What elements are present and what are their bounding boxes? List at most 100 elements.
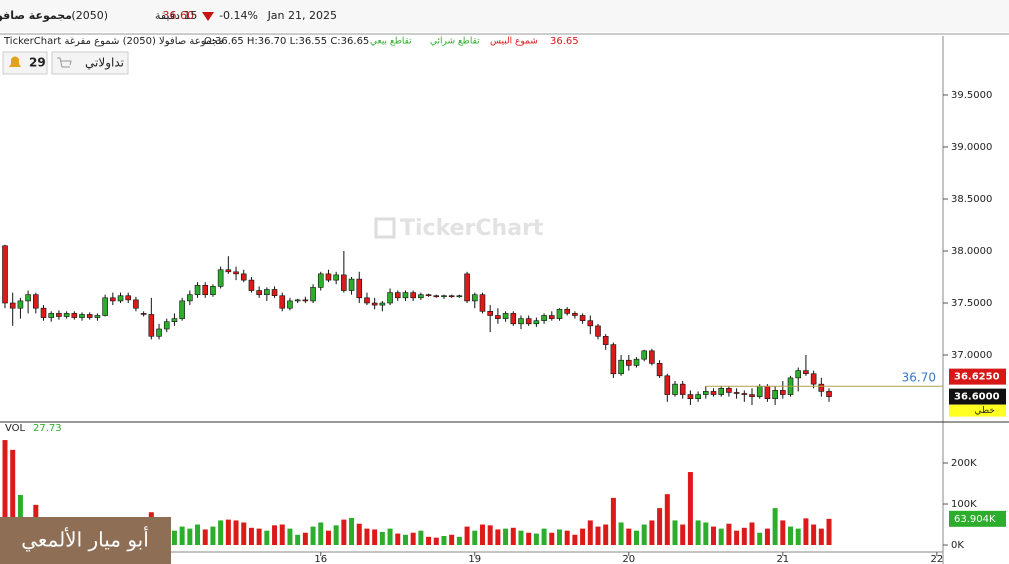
candle-body: [33, 294, 39, 309]
volume-bar: [541, 528, 547, 546]
volume-bar: [356, 523, 362, 546]
cart-icon: [57, 57, 72, 68]
volume-bar: [564, 530, 570, 546]
plot: 37.0000 37.5000 38.0000 38.5000 39.0000 39.50…: [2, 90, 1006, 564]
volume-bar: [225, 519, 231, 546]
volume-bar: [711, 526, 717, 546]
candle-body: [287, 300, 293, 309]
x-tick-label: 21: [776, 554, 789, 564]
volume-bar: [703, 522, 709, 546]
x-tick-label: 19: [468, 554, 481, 564]
candle-body: [302, 299, 309, 302]
volume-bar: [649, 520, 655, 546]
volume-bar: [526, 532, 532, 546]
volume-bar: [441, 536, 447, 546]
candle-body: [133, 299, 139, 309]
chart-title: TickerChart مجموعة صافولا (2050) شموع مف…: [3, 36, 224, 47]
candle-body: [233, 271, 239, 275]
volume-bar: [726, 523, 732, 546]
candle-body: [572, 313, 578, 316]
candle-body: [741, 393, 748, 395]
candle-body: [756, 385, 763, 397]
candle-body: [348, 278, 355, 291]
volume-bar: [333, 525, 339, 546]
candle-body: [194, 285, 201, 295]
candle-body: [9, 302, 16, 309]
candle-body: [441, 295, 447, 298]
candle-body: [179, 300, 185, 319]
candle-body: [780, 390, 786, 395]
candle-body: [487, 311, 493, 316]
candle-body: [795, 370, 802, 379]
volume-bar: [826, 518, 832, 546]
volume-bar: [487, 525, 493, 546]
x-tick-label: 20: [622, 554, 635, 564]
candle-body: [433, 295, 440, 298]
volume-bar: [610, 497, 616, 546]
candle-body: [225, 269, 232, 273]
volume-bar: [310, 526, 316, 546]
candle-body: [541, 315, 547, 321]
volume-bar: [495, 529, 501, 546]
symbol-code: (2050): [71, 9, 108, 22]
volume-bar: [410, 532, 416, 546]
candle-body: [63, 313, 70, 317]
candle-body: [726, 387, 732, 393]
last-label-box: [949, 388, 1006, 405]
volume-last-label: 63.904K: [954, 514, 996, 525]
interval: 15 دقيقة: [155, 9, 197, 22]
watermark-box: [0, 517, 171, 564]
volume-bar: [202, 529, 208, 546]
volume-bar: [734, 530, 740, 546]
volume-bar: [626, 528, 632, 546]
volume-tick-label: 0K: [951, 540, 964, 551]
candle-body: [695, 394, 701, 400]
symbol-name: مجموعة صافولا: [0, 9, 72, 22]
volume-bar: [279, 524, 285, 546]
candle-body: [464, 273, 470, 302]
candle-body: [71, 313, 78, 318]
last-price: 36.60: [163, 9, 195, 22]
indicator: تقاطع شرائي: [430, 37, 480, 47]
volume-value: 27.73: [33, 423, 62, 434]
candle-body: [410, 292, 416, 299]
x-tick-label: 16: [314, 554, 327, 564]
candle-body: [2, 245, 8, 304]
volume-bar: [764, 528, 770, 546]
volume-bar: [749, 522, 755, 546]
candle-body: [163, 321, 170, 330]
candle-body: [317, 273, 324, 288]
volume-bar: [187, 528, 193, 546]
volume-label: VOL: [5, 423, 26, 434]
volume-tick-label: 200K: [951, 458, 977, 469]
down-arrow: [202, 12, 214, 21]
volume-bar: [456, 536, 462, 546]
candle-body: [803, 370, 809, 375]
volume-bar: [364, 528, 370, 546]
volume-bar: [795, 528, 801, 546]
line-tag-box: [949, 404, 1006, 417]
candle-body: [679, 383, 686, 395]
last-label-box: [949, 368, 1006, 385]
volume-bar: [248, 527, 254, 546]
candle-body: [587, 320, 594, 327]
indicator: شموع البيس: [490, 37, 538, 47]
candle-body: [764, 385, 771, 400]
last-label: 36.6250: [954, 372, 1000, 383]
trades-button[interactable]: [51, 51, 129, 75]
volume-bar: [2, 440, 8, 546]
volume-bar: [587, 520, 593, 546]
volume-bar: [772, 508, 778, 546]
candle-body: [510, 313, 517, 325]
volume-bar: [318, 522, 324, 546]
candle-body: [210, 286, 216, 295]
volume-bar: [664, 494, 670, 546]
y-tick-label: 38.0000: [951, 246, 992, 257]
candle-body: [718, 387, 725, 395]
candle-body: [279, 295, 286, 309]
volume-bar: [171, 530, 177, 546]
candle-body: [187, 294, 193, 302]
candle-body: [371, 302, 378, 306]
volume-bar: [803, 518, 809, 546]
candle-body: [379, 302, 386, 306]
